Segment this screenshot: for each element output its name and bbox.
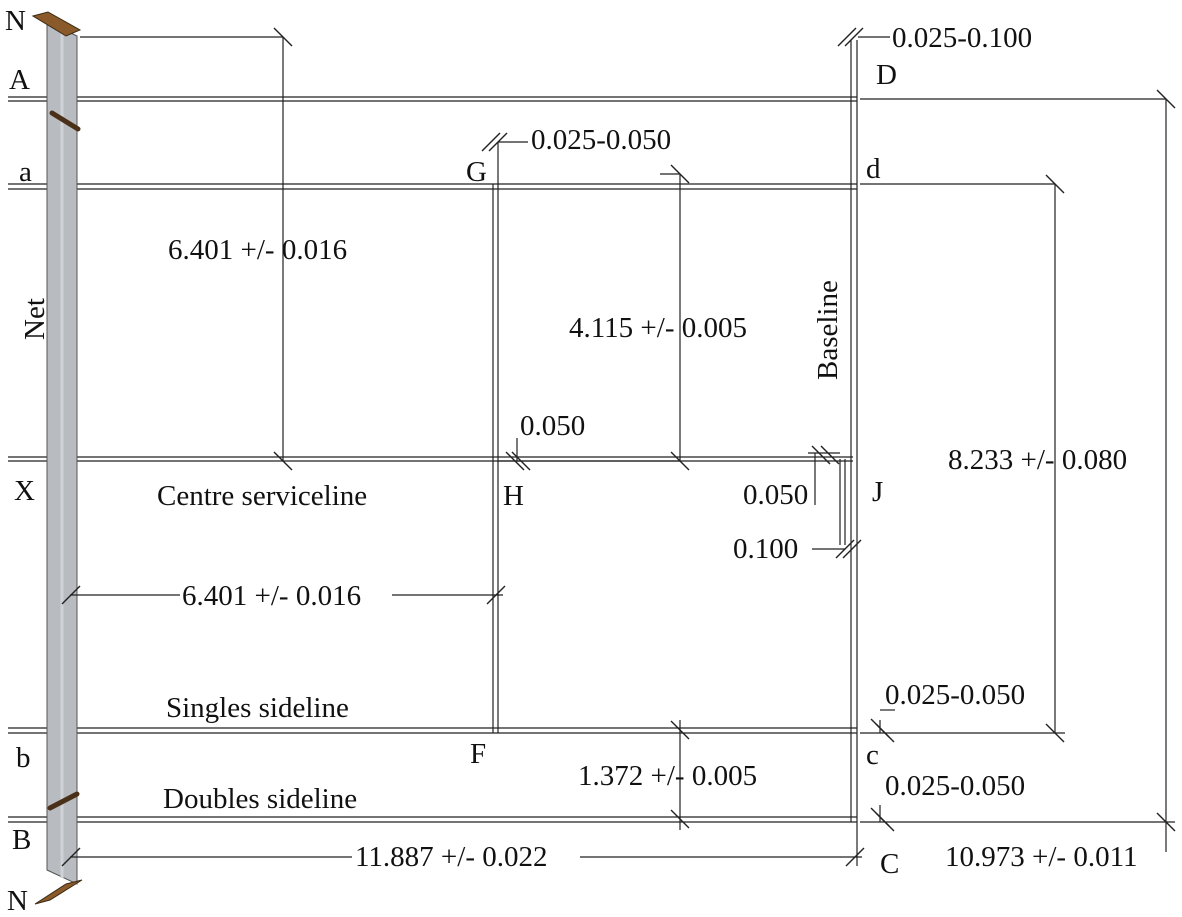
line-a-d: [8, 183, 857, 190]
label-F: F: [470, 738, 486, 770]
label-C: C: [880, 848, 899, 880]
label-B: B: [12, 824, 31, 856]
label-N-bottom: N: [7, 885, 28, 917]
label-D: D: [876, 59, 897, 91]
dim-centre-mark-length: 0.100: [733, 533, 798, 565]
point-labels: N A a X b B N G H F D d J c C: [5, 5, 899, 917]
line-labels: Net Baseline Centre serviceline Singles …: [19, 280, 844, 815]
line-G-F: [492, 184, 499, 733]
label-d: d: [866, 153, 881, 185]
line-B-C: [8, 816, 857, 823]
label-H: H: [503, 480, 524, 512]
line-A-D: [8, 96, 857, 102]
dim-service-line-width: 0.025-0.050: [531, 124, 671, 156]
dimension-lines: [61, 27, 1176, 867]
net-post-bottom: [34, 879, 83, 905]
dim-half-court-length: 11.887 +/- 0.022: [355, 841, 548, 873]
dim-doubles-sideline-width: 0.025-0.050: [885, 770, 1025, 802]
label-singles-sideline: Singles sideline: [166, 692, 349, 724]
court-lines: [8, 40, 858, 823]
dim-centre-to-singles: 4.115 +/- 0.005: [569, 312, 747, 344]
net-post-top: [31, 11, 82, 37]
label-N-top: N: [5, 5, 26, 37]
dim-centre-line-width: 0.050: [520, 410, 585, 442]
line-centre-service: [8, 456, 853, 462]
label-baseline: Baseline: [812, 280, 844, 380]
label-a: a: [19, 156, 32, 188]
dim-singles-sideline-width: 0.025-0.050: [885, 679, 1025, 711]
dim-doubles-court-width: 10.973 +/- 0.011: [945, 841, 1138, 873]
dim-net-to-service-line: 6.401 +/- 0.016: [182, 580, 361, 612]
dimension-labels: 0.025-0.100 0.025-0.050 6.401 +/- 0.016 …: [168, 22, 1138, 873]
label-centre-serviceline: Centre serviceline: [157, 480, 367, 512]
line-baseline: [839, 40, 858, 822]
label-doubles-sideline: Doubles sideline: [163, 783, 357, 815]
label-b: b: [16, 742, 31, 774]
dim-net-to-centre-service: 6.401 +/- 0.016: [168, 234, 347, 266]
label-c: c: [866, 739, 879, 771]
label-X: X: [14, 475, 35, 507]
dim-baseline-width-top: 0.025-0.100: [892, 22, 1032, 54]
label-A: A: [9, 64, 30, 96]
label-G: G: [466, 156, 487, 188]
dim-centre-mark-width: 0.050: [743, 479, 808, 511]
label-net: Net: [19, 298, 51, 340]
dim-alley-width: 1.372 +/- 0.005: [578, 760, 757, 792]
net: [31, 11, 83, 905]
label-J: J: [872, 476, 883, 508]
dim-singles-court-width: 8.233 +/- 0.080: [948, 444, 1127, 476]
line-b-c: [8, 727, 857, 734]
